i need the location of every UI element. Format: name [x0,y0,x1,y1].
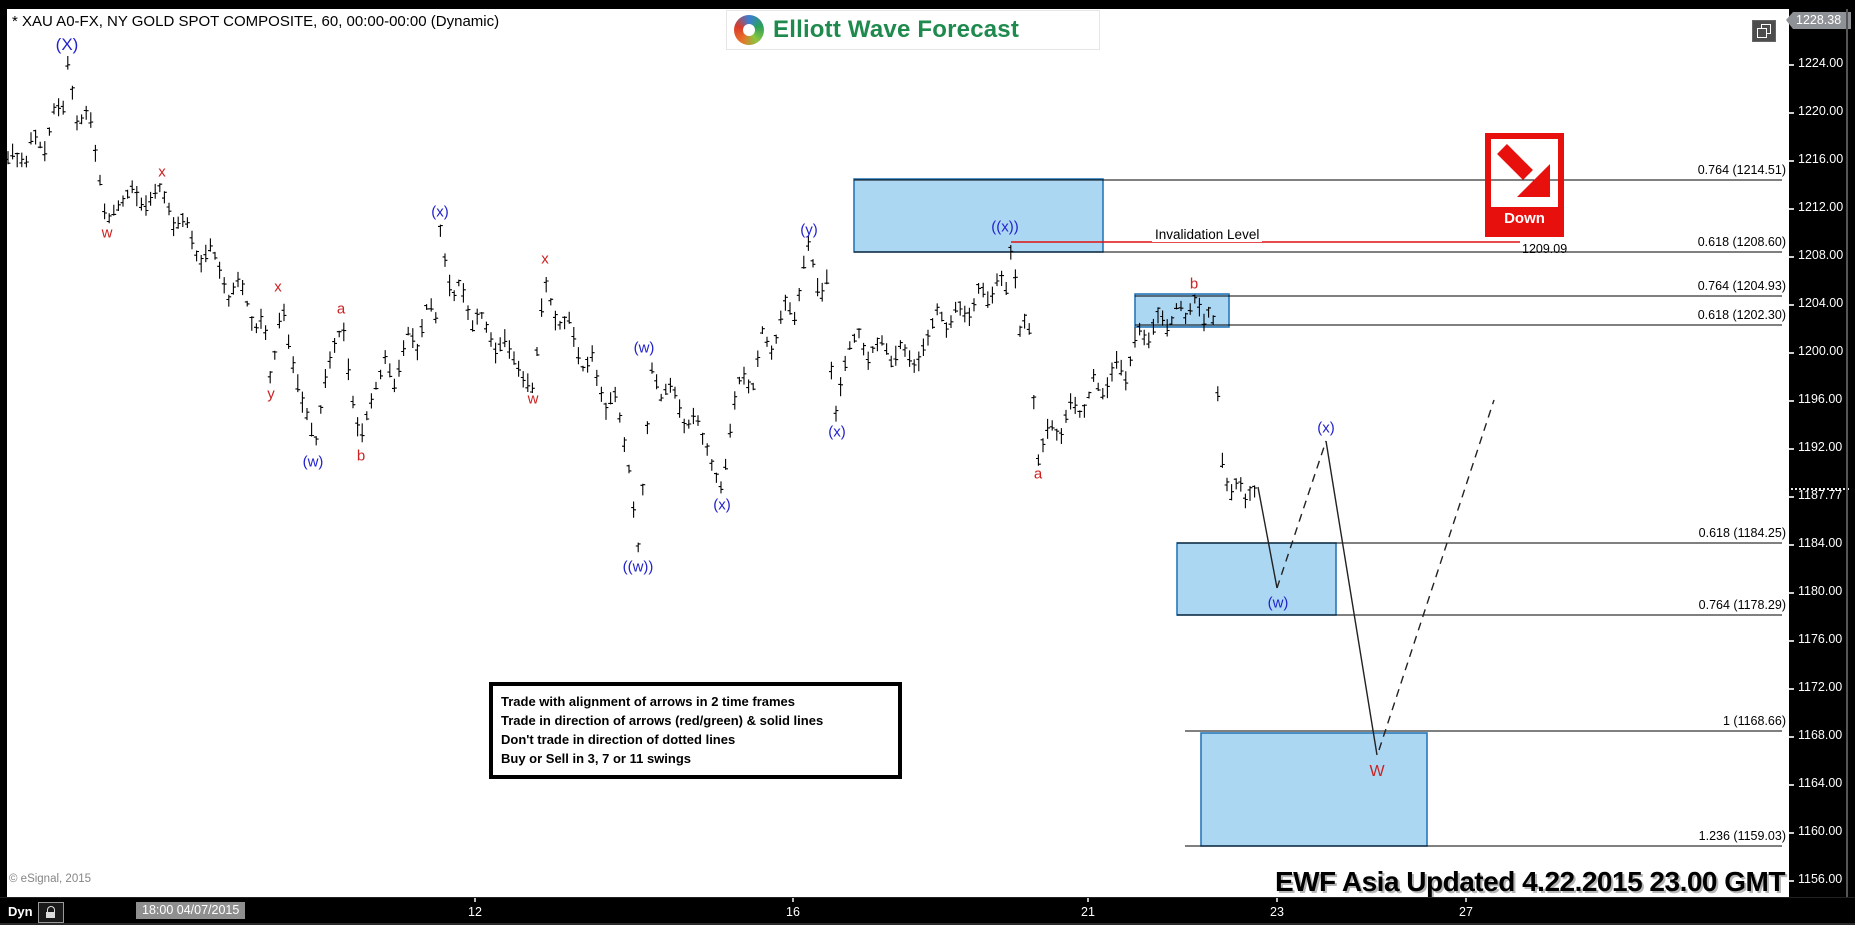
price-axis-tick [1789,208,1794,210]
price-axis-label: 1184.00 [1798,536,1843,550]
price-axis-tick [1789,688,1794,690]
price-axis-tick [1789,640,1794,642]
price-axis-label: 1160.00 [1798,824,1843,838]
price-axis-tick [1789,256,1794,258]
time-axis-tick [1276,898,1278,902]
price-axis-tick [1789,352,1794,354]
lock-shackle-icon [47,906,55,913]
time-axis-toolbar: Dyn 18:00 04/07/2015 12 16 21 23 27 [0,897,1855,925]
price-axis-tick [1789,64,1794,66]
price-axis-label: 1224.00 [1798,56,1844,70]
trading-rule-line: Don't trade in direction of dotted lines [501,732,736,747]
down-signal-label: Down [1491,207,1558,231]
time-axis-tick [474,898,476,902]
price-plot [7,56,1782,847]
invalidation-level-label: Invalidation Level [1152,227,1263,242]
trading-rule-line: Trade with alignment of arrows in 2 time… [501,694,796,709]
price-axis-tick [1789,784,1794,786]
price-axis-tick [1789,112,1794,114]
esignal-copyright: © eSignal, 2015 [9,873,92,885]
price-axis-tick [1789,496,1794,498]
trading-rule-line: Trade in direction of arrows (red/green)… [501,713,824,728]
down-signal-box: Down [1485,133,1564,237]
price-axis-tick [1789,448,1794,450]
price-axis-label: 1220.00 [1798,104,1844,118]
session-high-tag: 1228.38 [1786,12,1851,29]
time-axis-label: 23 [1270,905,1284,919]
axis-scroll-strip[interactable] [1846,9,1848,897]
down-arrow-icon [1497,144,1550,197]
window-restore-icon[interactable] [1752,20,1776,42]
window-top-strip [0,0,1855,9]
time-axis-label: 12 [468,905,482,919]
toolbar-bottom-strip [0,923,1855,925]
lock-icon[interactable] [38,902,64,923]
current-price-dotted-line [1791,488,1849,490]
price-axis-label: 1216.00 [1798,152,1844,166]
price-axis-label: 1168.00 [1798,728,1843,742]
price-axis-label: 1204.00 [1798,296,1844,310]
price-axis-tick [1789,736,1794,738]
time-axis-tick [1465,898,1467,902]
price-axis-label: 1196.00 [1798,392,1843,406]
invalidation-price-value: 1209.09 [1522,242,1568,256]
time-axis-label: 16 [786,905,800,919]
ewf-logo-text: Elliott Wave Forecast [773,16,1020,43]
dyn-mode-button[interactable]: Dyn [8,904,33,919]
trading-rules-box: Trade with alignment of arrows in 2 time… [489,682,902,779]
price-axis-label: 1176.00 [1798,632,1843,646]
price-axis-label: 1208.00 [1798,248,1844,262]
window-left-strip [0,9,7,897]
price-axis-label: 1212.00 [1798,200,1844,214]
current-price-label: 1187.77 [1798,488,1843,502]
price-axis-label: 1192.00 [1798,440,1843,454]
time-axis-tick [792,898,794,902]
time-axis-label: 27 [1459,905,1473,919]
update-watermark: EWF Asia Updated 4.22.2015 23.00 GMT [1274,866,1786,897]
chart-title: * XAU A0-FX, NY GOLD SPOT COMPOSITE, 60,… [12,13,500,30]
price-axis-tick [1789,592,1794,594]
first-bar-date-chip: 18:00 04/07/2015 [136,902,246,919]
price-axis-panel[interactable]: 1228.38 1224.00 1220.00 1216.00 1212.00 1208… [1786,9,1855,897]
restore-front-square-icon [1757,28,1767,38]
price-axis-tick [1789,832,1794,834]
price-axis-label: 1164.00 [1798,776,1843,790]
lock-body-icon [46,912,55,918]
price-axis-tick [1789,544,1794,546]
price-axis-tick [1789,160,1794,162]
price-axis-label: 1172.00 [1798,680,1843,694]
brand-logo: Elliott Wave Forecast [726,10,1100,50]
price-axis-tick [1789,400,1794,402]
time-axis-tick [1087,898,1089,902]
price-axis-label: 1180.00 [1798,584,1843,598]
price-axis-tick [1789,304,1794,306]
price-axis-label: 1156.00 [1798,872,1843,886]
price-axis-tick [1789,880,1794,882]
price-axis-label: 1200.00 [1798,344,1844,358]
trading-rule-line: Buy or Sell in 3, 7 or 11 swings [501,751,692,766]
ewf-swirl-icon [734,15,764,45]
time-axis-label: 21 [1081,905,1095,919]
